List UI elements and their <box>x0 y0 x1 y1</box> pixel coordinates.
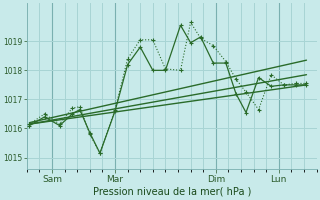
X-axis label: Pression niveau de la mer( hPa ): Pression niveau de la mer( hPa ) <box>92 187 251 197</box>
